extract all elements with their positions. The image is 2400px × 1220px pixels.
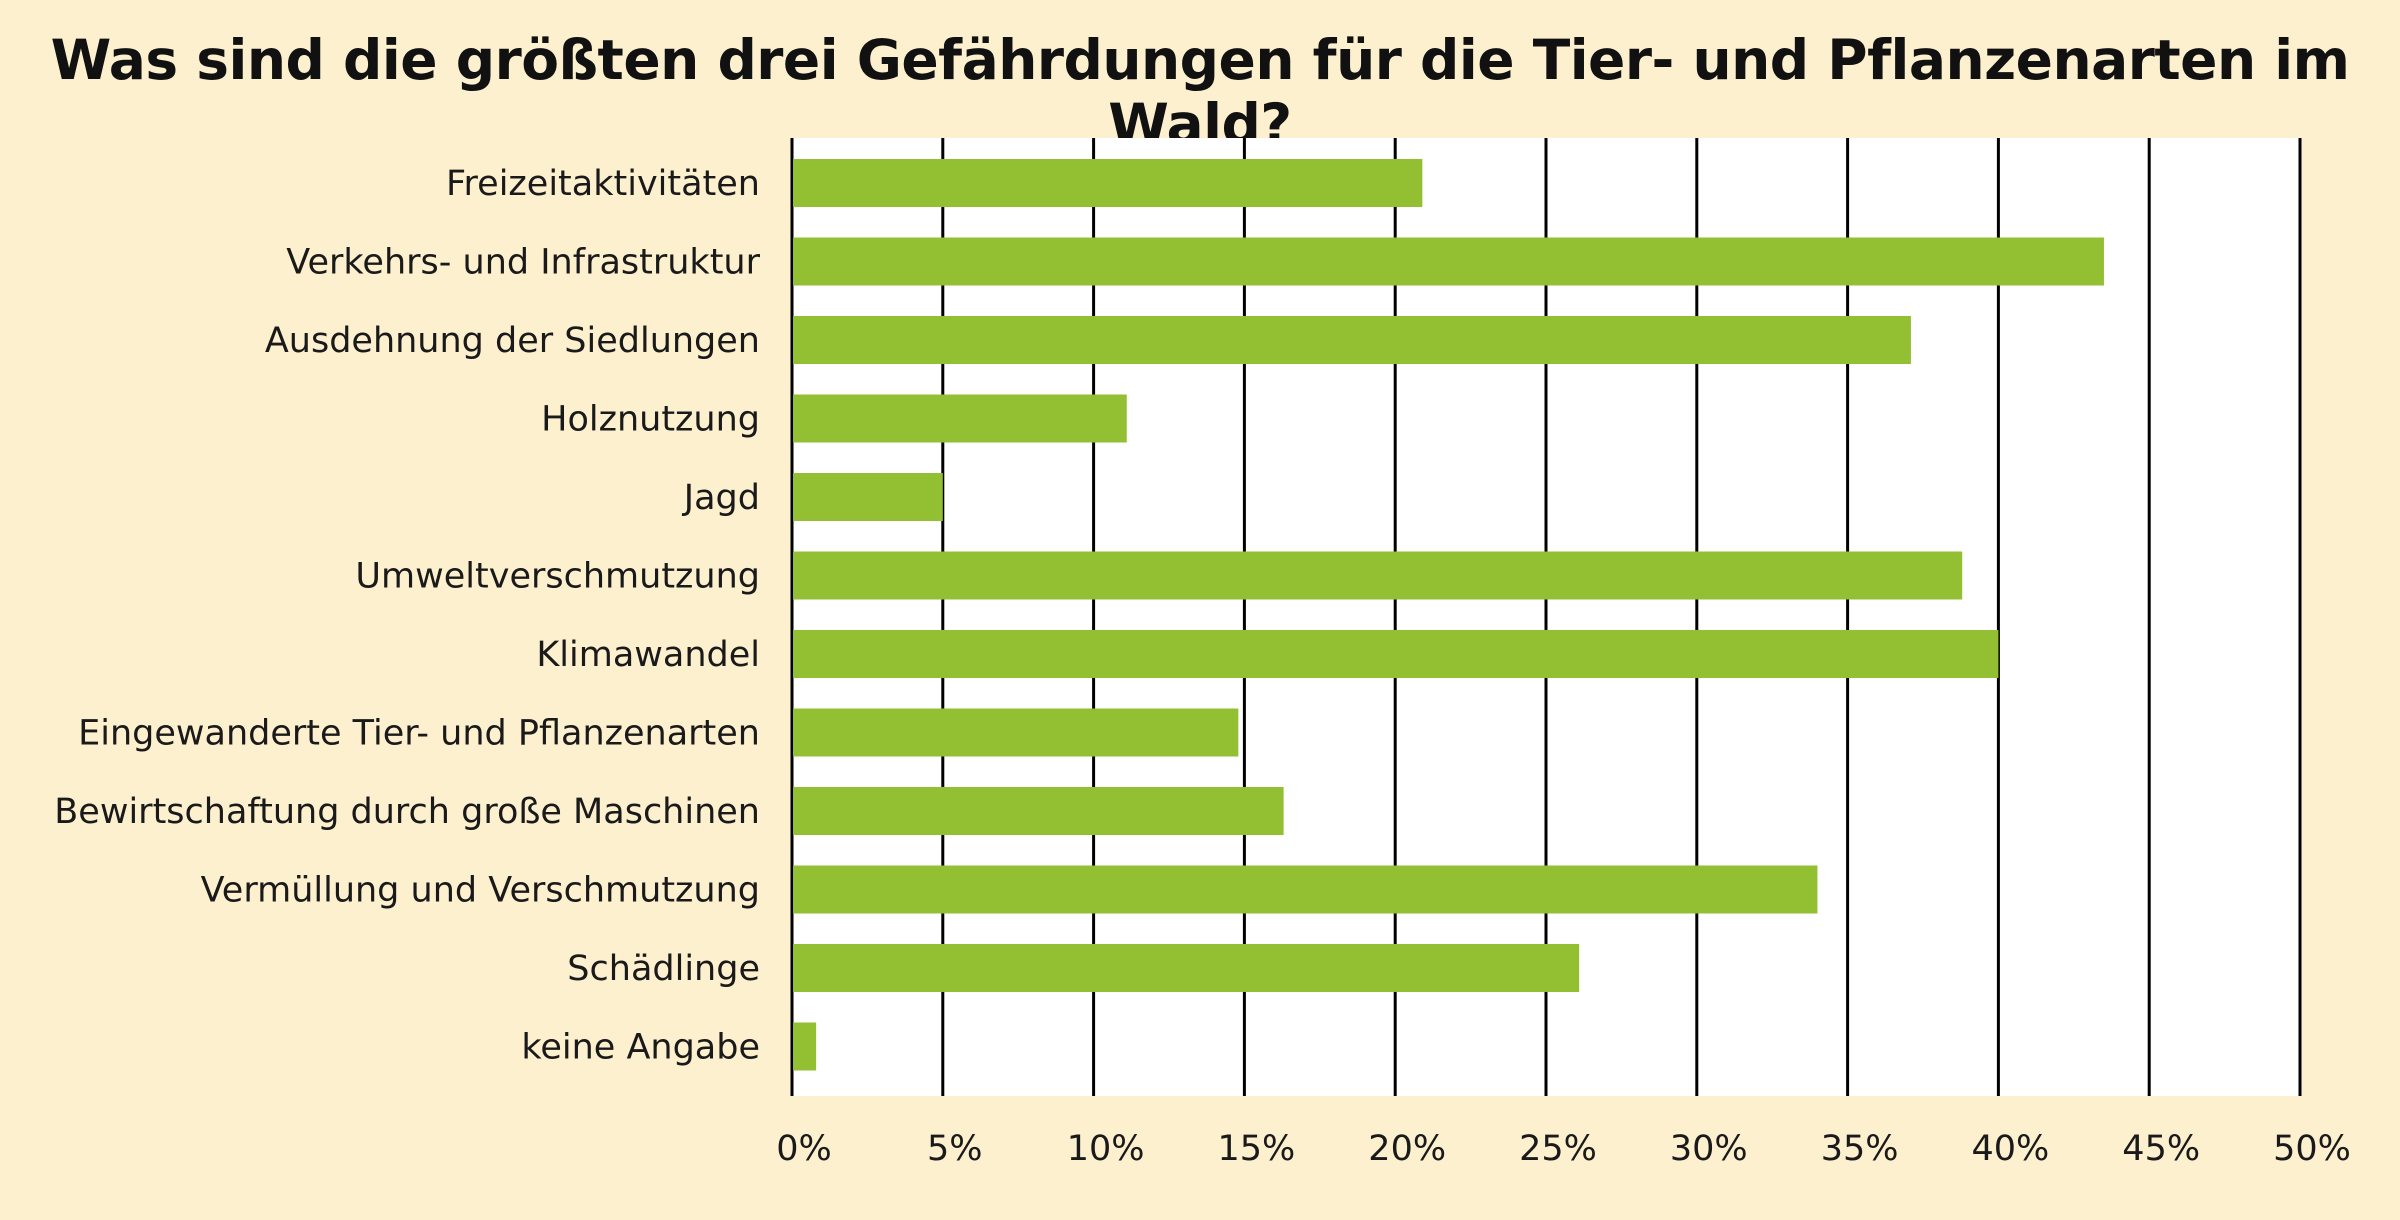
x-tick-label: 5% [927, 1129, 983, 1169]
bars [793, 159, 2104, 1071]
bar-11 [793, 944, 1580, 992]
category-labels: Freizeitaktivitäten Verkehrs- und Infrast… [54, 164, 760, 1068]
bar-10 [793, 865, 1818, 914]
bar-8 [793, 708, 1239, 757]
bar-7 [793, 630, 1999, 678]
x-tick-label: 50% [2273, 1129, 2351, 1169]
category-label: Holznutzung [541, 400, 760, 440]
category-label: keine Angabe [521, 1028, 760, 1068]
category-label: Vermüllung und Verschmutzung [201, 871, 760, 911]
x-tick-label: 15% [1218, 1129, 1296, 1169]
bar-5 [793, 473, 943, 521]
x-tick-label: 35% [1821, 1129, 1899, 1169]
category-label: Eingewanderte Tier- und Pflanzenarten [78, 714, 760, 754]
bar-2 [793, 237, 2104, 286]
bar-4 [793, 394, 1127, 443]
category-label: Freizeitaktivitäten [446, 164, 760, 204]
bar-6 [793, 551, 1963, 600]
x-axis-tick-labels: 0% 5% 10% 15% 20% 25% 30% 35% 40% 45% 50% [776, 1129, 2351, 1169]
x-tick-label: 20% [1368, 1129, 1446, 1169]
bar-1 [793, 159, 1423, 207]
x-tick-label: 25% [1519, 1129, 1597, 1169]
x-tick-label: 10% [1067, 1129, 1145, 1169]
category-label: Umweltverschmutzung [355, 557, 760, 597]
category-label: Bewirtschaftung durch große Maschinen [54, 792, 760, 832]
bar-3 [793, 316, 1911, 364]
x-tick-label: 40% [1972, 1129, 2050, 1169]
category-label: Ausdehnung der Siedlungen [265, 321, 760, 361]
category-label: Schädlinge [567, 949, 760, 989]
x-tick-label: 30% [1670, 1129, 1748, 1169]
chart-title: Was sind die größten drei Gefährdungen f… [50, 28, 2350, 156]
x-tick-label: 45% [2122, 1129, 2200, 1169]
category-label: Klimawandel [536, 635, 760, 675]
category-label: Verkehrs- und Infrastruktur [286, 243, 760, 283]
x-tick-label: 0% [776, 1129, 832, 1169]
bar-12 [793, 1022, 817, 1071]
bar-9 [793, 787, 1284, 835]
gridlines [790, 138, 2302, 1096]
category-label: Jagd [682, 478, 760, 518]
